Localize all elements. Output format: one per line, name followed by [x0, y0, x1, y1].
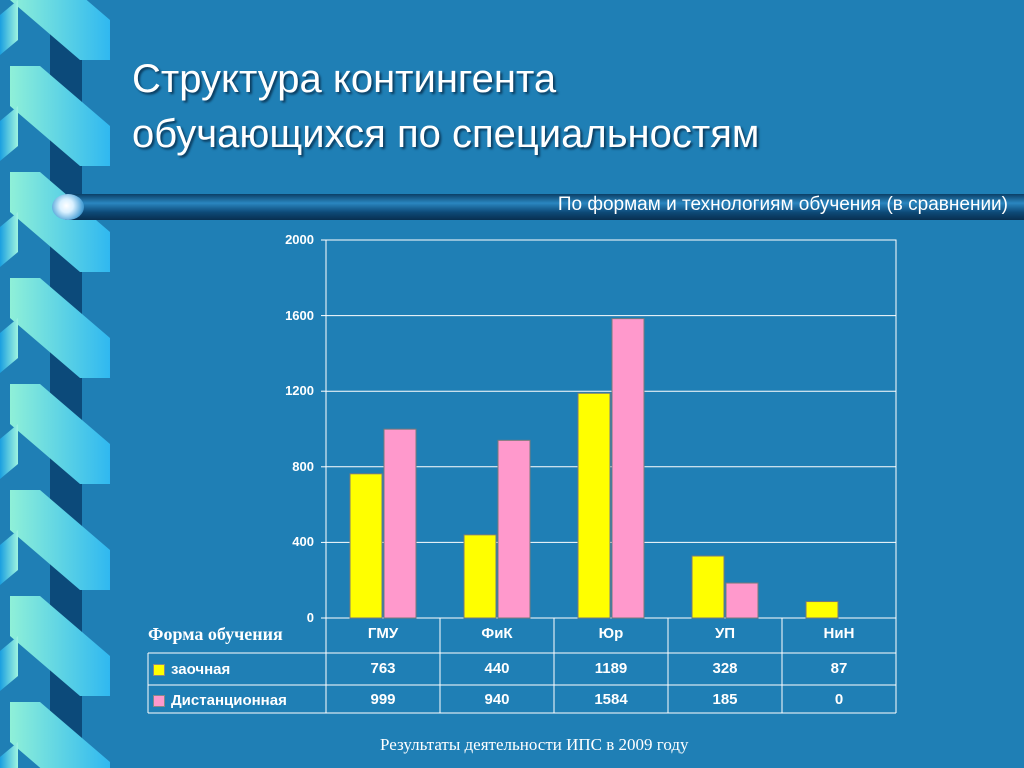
- data-value: 440: [484, 660, 510, 677]
- title-line-1: Структура контингента: [132, 57, 557, 101]
- decorative-ribbon: [0, 0, 110, 768]
- ribbon-stripe: [10, 702, 110, 768]
- legend-entry: Дистанционная: [153, 691, 287, 711]
- slide-subtitle: По формам и технологиям обучения (в срав…: [557, 194, 1008, 215]
- data-value: 1584: [594, 691, 628, 708]
- bar-zaochnaya: [691, 555, 725, 619]
- legend-label: Дистанционная: [171, 692, 287, 709]
- ribbon-stripe: [10, 0, 110, 60]
- category-label: ФиК: [481, 625, 513, 642]
- data-value: 763: [370, 660, 396, 677]
- bar-distantsionnaya: [725, 582, 759, 619]
- bar-zaochnaya: [463, 534, 497, 619]
- y-tick-label: 400: [292, 534, 314, 550]
- ribbon-stripe: [0, 530, 18, 585]
- bar-distantsionnaya: [497, 439, 531, 619]
- y-tick-label: 1600: [285, 307, 314, 323]
- table-header-label: Форма обучения: [148, 624, 283, 644]
- data-value: 185: [712, 691, 738, 708]
- bar-distantsionnaya: [383, 428, 417, 619]
- legend-entry: заочная: [153, 660, 230, 680]
- category-label: Юр: [598, 625, 624, 642]
- data-value: 328: [712, 660, 738, 677]
- data-value: 999: [370, 691, 396, 708]
- legend-label: заочная: [171, 661, 231, 678]
- bar-zaochnaya: [349, 473, 383, 619]
- ribbon-stripe: [10, 278, 110, 378]
- ribbon-stripe: [0, 0, 18, 55]
- y-tick-label: 1200: [285, 383, 314, 399]
- y-tick-label: 800: [292, 458, 314, 474]
- bar-zaochnaya: [805, 601, 839, 619]
- bar-zaochnaya: [577, 392, 611, 619]
- ribbon-stripe: [10, 490, 110, 590]
- data-value: 940: [484, 691, 510, 708]
- slide-footer: Результаты деятельности ИПС в 2009 году: [380, 735, 689, 754]
- slide-title: Структура контингента обучающихся по спе…: [132, 52, 759, 162]
- bar-distantsionnaya: [611, 318, 645, 619]
- title-line-2: обучающихся по специальностям: [132, 112, 760, 156]
- ribbon-stripe: [0, 318, 18, 373]
- legend-swatch: [153, 664, 165, 677]
- ribbon-stripe: [0, 636, 18, 691]
- legend-swatch: [153, 695, 165, 708]
- y-tick-label: 0: [306, 610, 314, 625]
- ribbon-stripe: [10, 66, 110, 166]
- category-label: УП: [714, 625, 736, 642]
- ribbon-stripe: [0, 212, 18, 267]
- ribbon-stripe: [10, 384, 110, 484]
- ribbon-stripe: [0, 106, 18, 161]
- y-tick-label: 2000: [285, 232, 314, 247]
- ribbon-stripe: [0, 424, 18, 479]
- ribbon-stripe: [10, 596, 110, 696]
- data-value: 0: [834, 691, 844, 708]
- ribbon-stripe: [0, 742, 18, 768]
- title-divider-bar: [55, 194, 1024, 220]
- category-label: НиН: [823, 625, 855, 642]
- ribbon-stripe: [10, 172, 110, 272]
- category-label: ГМУ: [367, 625, 399, 642]
- divider-orb: [52, 194, 84, 220]
- data-value: 1189: [594, 660, 628, 677]
- data-value: 87: [830, 660, 848, 677]
